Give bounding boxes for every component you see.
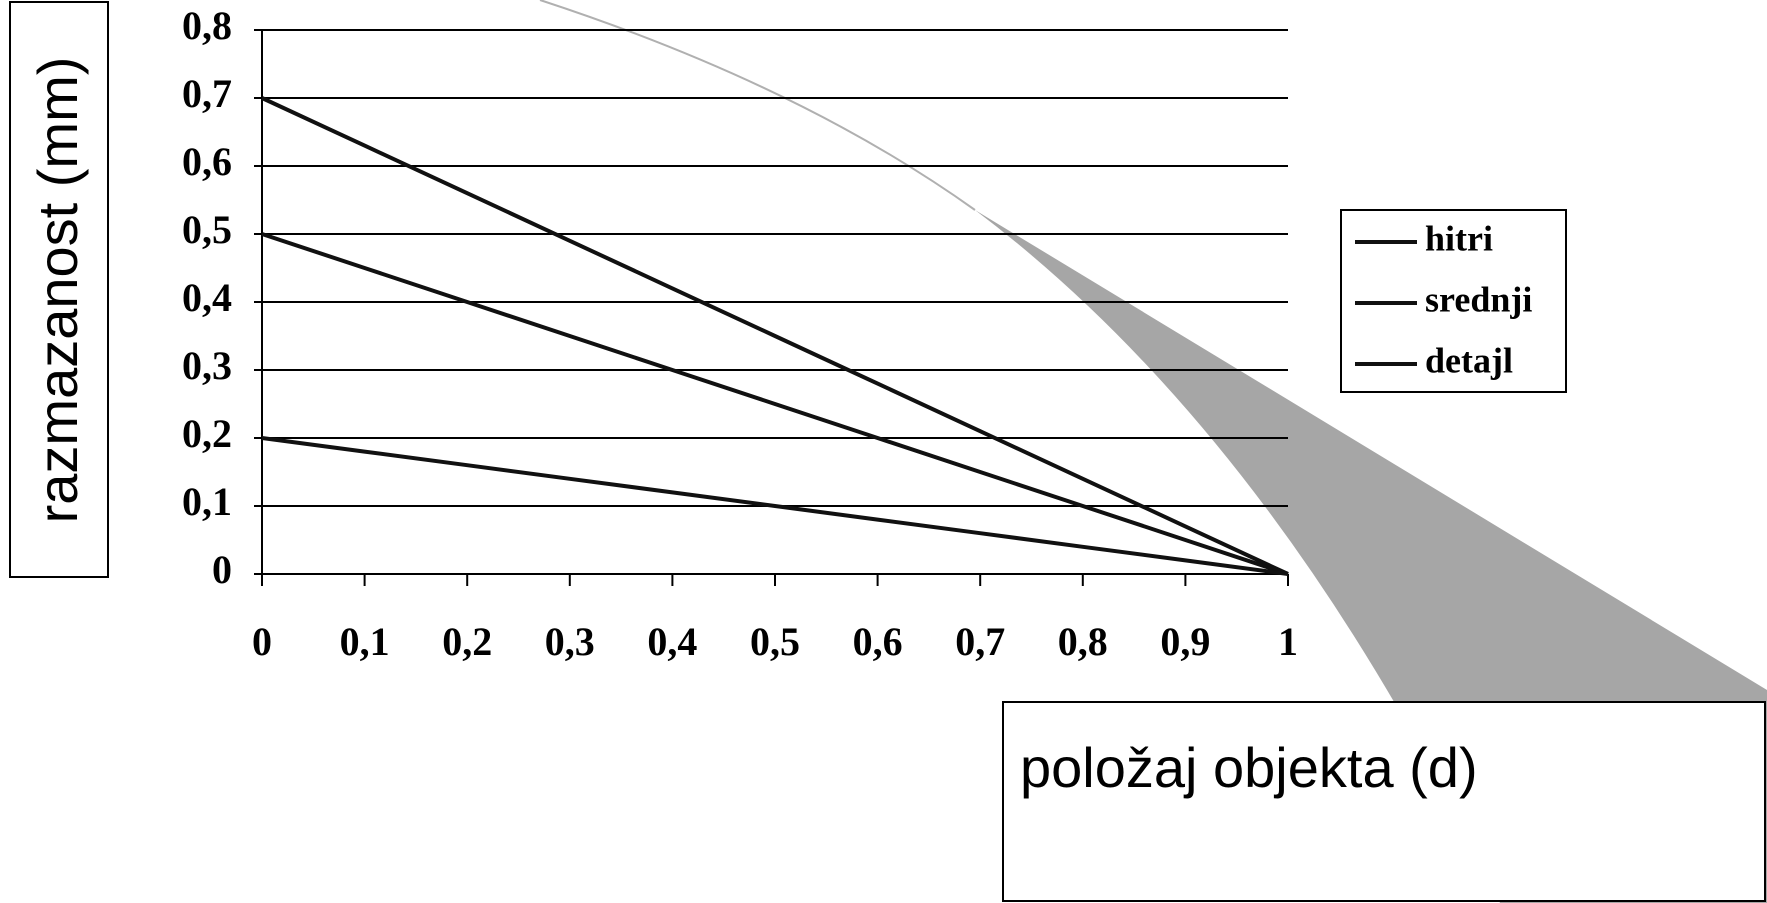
y-tick-label: 0,7 [182,71,232,116]
y-tick-label: 0,4 [182,275,232,320]
y-tick-label: 0,3 [182,343,232,388]
series-line [261,232,1289,576]
x-label-box [1002,701,1766,902]
x-tick-label: 0,7 [955,619,1005,664]
y-tick-label: 0,5 [182,207,232,252]
legend-label: hitri [1425,218,1493,258]
y-tick-label: 0,1 [182,479,232,524]
series-line [261,96,1289,576]
x-tick-label: 0,9 [1160,619,1210,664]
y-tick-label: 0,6 [182,139,232,184]
x-tick-label: 0 [252,619,272,664]
x-tick-label: 0,4 [647,619,697,664]
x-tick-label: 0,3 [545,619,595,664]
legend-label: detajl [1425,340,1513,380]
x-tick-label: 1 [1278,619,1298,664]
legend-label: srednji [1425,279,1532,319]
y-tick-label: 0 [212,547,232,592]
series-line [261,436,1289,576]
y-tick-label: 0,8 [182,3,232,48]
x-tick-label: 0,1 [340,619,390,664]
y-label-box [9,1,109,578]
x-tick-label: 0,5 [750,619,800,664]
y-axis-label: razmazanost (mm) [26,57,89,524]
y-tick-label: 0,2 [182,411,232,456]
decor-arc [539,0,976,211]
x-tick-label: 0,8 [1058,619,1108,664]
x-axis-label: položaj objekta (d) [1020,736,1478,799]
x-tick-label: 0,6 [853,619,903,664]
x-tick-label: 0,2 [442,619,492,664]
